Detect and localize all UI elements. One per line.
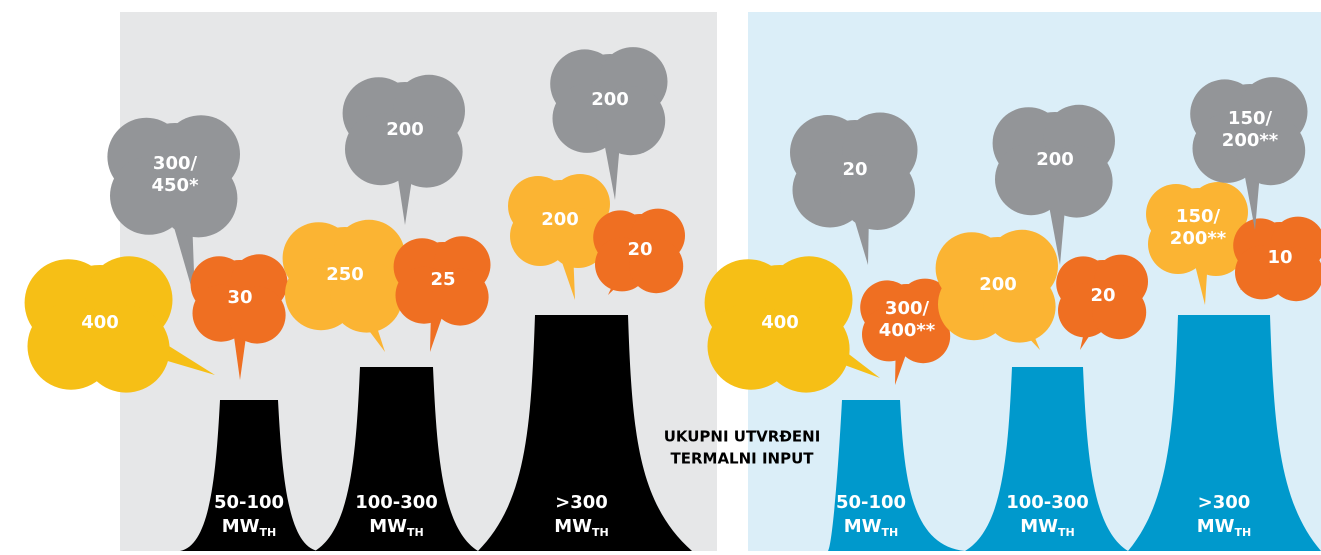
stack-range: 100-300 <box>355 492 438 513</box>
cloud-value: 400 <box>81 312 119 333</box>
cloud-value: 300/ <box>885 298 930 319</box>
center-label-line: TERMALNI INPUT <box>670 450 814 468</box>
center-label-line: UKUPNI UTVRĐENI <box>664 428 821 446</box>
cloud-value: 30 <box>227 287 252 308</box>
cloud-value: 150/ <box>1176 206 1221 227</box>
stack-range: >300 <box>1198 492 1251 513</box>
infographic: 400300/450*30250252002002020050-100MWTH1… <box>0 0 1321 551</box>
unit-subscript: TH <box>1235 526 1252 539</box>
cloud-value: 200 <box>386 119 424 140</box>
stack-range: 50-100 <box>214 492 284 513</box>
unit-subscript: TH <box>407 526 424 539</box>
unit: MW <box>1197 516 1235 537</box>
cloud-value: 200** <box>1170 228 1227 249</box>
unit: MW <box>844 516 882 537</box>
cloud-value: 200 <box>979 274 1017 295</box>
cloud-value: 20 <box>842 159 867 180</box>
cloud-value: 20 <box>627 239 652 260</box>
cloud-value: 200 <box>1036 149 1074 170</box>
cloud-value: 200 <box>591 89 629 110</box>
cloud-value: 400** <box>879 320 936 341</box>
stack-range: >300 <box>555 492 608 513</box>
unit: MW <box>222 516 260 537</box>
unit-subscript: TH <box>260 526 277 539</box>
cloud-value: 25 <box>430 269 455 290</box>
cloud-value: 200** <box>1222 130 1279 151</box>
cloud: 200 <box>936 230 1058 350</box>
cloud-value: 10 <box>1267 247 1292 268</box>
cloud-value: 300/ <box>153 153 198 174</box>
cloud-value: 250 <box>326 264 364 285</box>
stack-range: 100-300 <box>1006 492 1089 513</box>
cloud-value: 200 <box>541 209 579 230</box>
unit-subscript: TH <box>1058 526 1075 539</box>
cloud: 10 <box>1233 217 1321 302</box>
cloud-value: 150/ <box>1228 108 1273 129</box>
unit-subscript: TH <box>882 526 899 539</box>
cloud-value: 400 <box>761 312 799 333</box>
cloud-value: 450* <box>152 175 200 196</box>
stack-range: 50-100 <box>836 492 906 513</box>
cloud-value: 20 <box>1090 285 1115 306</box>
unit: MW <box>1020 516 1058 537</box>
cloud: 20 <box>593 209 685 295</box>
unit: MW <box>369 516 407 537</box>
unit: MW <box>554 516 592 537</box>
unit-subscript: TH <box>592 526 609 539</box>
